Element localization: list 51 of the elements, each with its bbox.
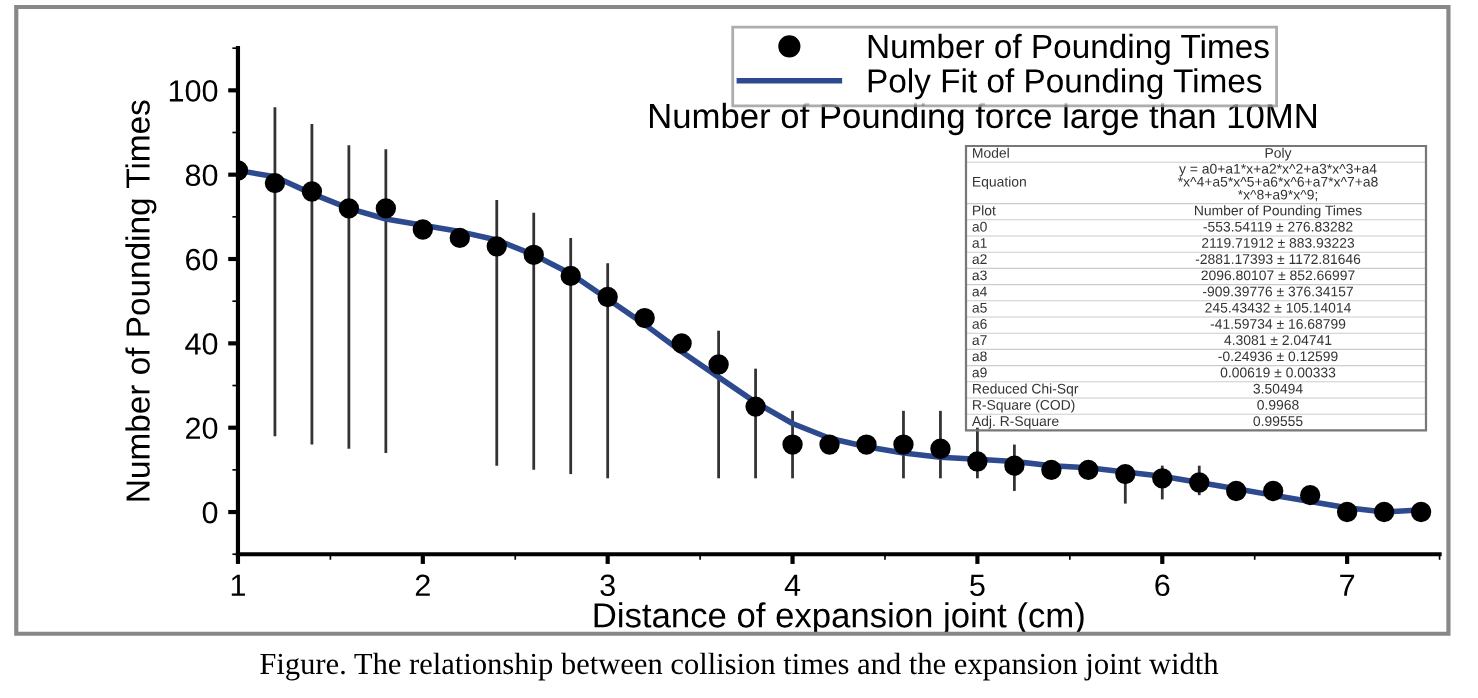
point	[412, 219, 433, 240]
point	[1299, 485, 1321, 506]
point	[671, 333, 692, 354]
y-tick-label: 0	[202, 501, 218, 524]
point	[1004, 455, 1025, 476]
point	[819, 434, 840, 455]
point	[1410, 501, 1432, 523]
x-tick-label: 3	[600, 574, 615, 597]
point	[708, 354, 729, 375]
point	[930, 438, 951, 459]
legend-label: Poly Fit of Pounding Times	[868, 68, 1262, 100]
point	[338, 198, 360, 219]
y-tick-label: 100	[169, 80, 218, 102]
x-tick-label: 6	[1155, 574, 1170, 597]
text: Figure. The relationship between collision times and the expansion joint width	[260, 652, 1219, 681]
point	[967, 451, 988, 472]
point	[301, 181, 323, 202]
point	[597, 286, 618, 308]
x-tick-label: 4	[784, 574, 801, 596]
point	[560, 265, 581, 287]
point	[1041, 459, 1062, 481]
x-tick-label: 5	[970, 574, 985, 597]
point	[1263, 480, 1284, 502]
x-tick-label: 2	[415, 574, 430, 596]
point	[1152, 468, 1173, 489]
point	[1189, 472, 1210, 493]
text: Number of Pounding force large than 10MN	[649, 102, 1316, 136]
point	[893, 434, 914, 455]
point	[486, 236, 507, 257]
point	[634, 307, 655, 329]
point	[1226, 480, 1247, 502]
y-axis-title: Number of Pounding Times	[125, 100, 157, 501]
x-tick-label: 7	[1340, 574, 1355, 596]
y-tick-label: 20	[186, 417, 218, 440]
point	[745, 396, 766, 417]
point	[782, 434, 803, 455]
y-tick-label: 80	[185, 164, 218, 187]
point	[449, 227, 470, 249]
point	[264, 172, 286, 194]
point	[523, 244, 544, 265]
y-tick-label: 60	[186, 248, 218, 271]
point	[1115, 463, 1136, 485]
point	[1078, 459, 1099, 481]
y-tick-label: 40	[185, 333, 218, 355]
x-axis-title: Distance of expansion joint (cm)	[594, 602, 1084, 635]
point	[1373, 501, 1395, 523]
point	[1336, 501, 1358, 523]
point	[856, 434, 877, 455]
point	[375, 198, 397, 219]
x-tick-label: 1	[231, 574, 245, 596]
legend-label: Number of Pounding Times	[868, 33, 1269, 65]
